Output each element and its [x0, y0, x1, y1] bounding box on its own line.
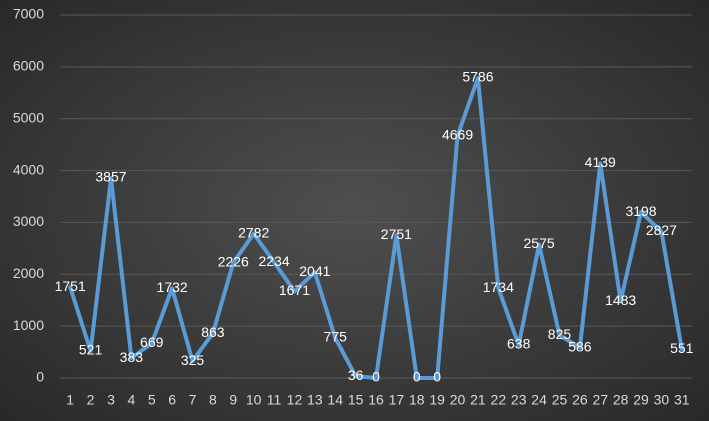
- x-tick-label: 29: [633, 392, 649, 408]
- x-tick-label: 22: [491, 392, 507, 408]
- x-tick-label: 12: [287, 392, 303, 408]
- x-tick-label: 4: [127, 392, 135, 408]
- data-label: 1732: [157, 279, 188, 295]
- x-tick-label: 19: [429, 392, 445, 408]
- x-tick-label: 25: [552, 392, 568, 408]
- x-tick-label: 30: [654, 392, 670, 408]
- x-tick-label: 11: [267, 392, 282, 408]
- data-label: 3198: [625, 203, 656, 219]
- data-label: 4669: [442, 127, 473, 143]
- data-label: 5786: [462, 69, 493, 85]
- data-label: 2751: [381, 226, 412, 242]
- y-tick-label: 5000: [13, 109, 44, 125]
- data-label: 551: [670, 340, 694, 356]
- x-tick-label: 17: [389, 392, 405, 408]
- data-label: 2226: [218, 253, 249, 269]
- y-tick-label: 0: [36, 369, 44, 385]
- x-tick-label: 15: [348, 392, 364, 408]
- data-line: [68, 76, 684, 380]
- y-tick-label: 7000: [13, 6, 44, 22]
- data-label: 2827: [646, 222, 677, 238]
- x-tick-label: 26: [572, 392, 588, 408]
- x-tick-label: 5: [148, 392, 156, 408]
- y-tick-label: 6000: [13, 58, 44, 74]
- data-label: 0: [433, 369, 441, 385]
- data-label: 669: [140, 334, 164, 350]
- x-tick-label: 24: [531, 392, 547, 408]
- data-label: 0: [372, 369, 380, 385]
- data-label: 1671: [279, 282, 310, 298]
- data-label: 0: [413, 369, 421, 385]
- data-label: 1751: [55, 278, 86, 294]
- data-label: 2234: [258, 253, 289, 269]
- x-tick-label: 13: [307, 392, 323, 408]
- data-label: 1483: [605, 292, 636, 308]
- data-label: 325: [181, 352, 205, 368]
- y-tick-label: 1000: [13, 317, 44, 333]
- data-label: 36: [348, 367, 364, 383]
- data-label: 3857: [95, 169, 126, 185]
- x-tick-label: 21: [470, 392, 486, 408]
- x-tick-label: 23: [511, 392, 527, 408]
- data-label: 638: [507, 336, 531, 352]
- x-tick-label: 3: [107, 392, 115, 408]
- data-label: 383: [120, 349, 144, 365]
- x-tick-label: 18: [409, 392, 425, 408]
- x-tick-label: 8: [209, 392, 217, 408]
- x-tick-label: 20: [450, 392, 466, 408]
- x-tick-label: 7: [189, 392, 197, 408]
- data-label: 863: [201, 324, 225, 340]
- x-tick-label: 31: [674, 392, 690, 408]
- data-label: 2575: [524, 235, 555, 251]
- data-label: 586: [568, 338, 592, 354]
- y-tick-label: 4000: [13, 161, 44, 177]
- data-label: 4139: [585, 154, 616, 170]
- x-tick-label: 14: [327, 392, 343, 408]
- y-tick-label: 2000: [13, 265, 44, 281]
- data-label: 775: [324, 329, 348, 345]
- y-tick-label: 3000: [13, 213, 44, 229]
- data-label: 2041: [299, 263, 330, 279]
- x-tick-label: 9: [229, 392, 237, 408]
- data-label: 1734: [483, 279, 514, 295]
- data-label: 825: [548, 326, 572, 342]
- x-tick-label: 10: [246, 392, 262, 408]
- data-label: 2782: [238, 224, 269, 240]
- x-tick-label: 16: [368, 392, 384, 408]
- x-tick-label: 28: [613, 392, 629, 408]
- x-tick-label: 6: [168, 392, 176, 408]
- x-tick-label: 1: [66, 392, 74, 408]
- x-tick-label: 2: [87, 392, 95, 408]
- data-label: 521: [79, 342, 103, 358]
- x-tick-label: 27: [592, 392, 608, 408]
